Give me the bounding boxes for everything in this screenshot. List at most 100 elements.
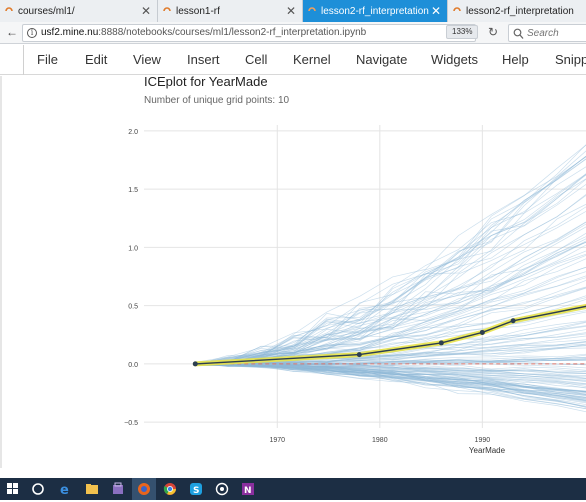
info-icon[interactable]: i [27,28,37,38]
menu-divider [23,45,24,75]
svg-text:S: S [193,486,199,496]
file-explorer-icon[interactable] [84,481,100,497]
chrome-icon[interactable] [162,481,178,497]
ice-curve [195,363,586,408]
close-icon[interactable]: ✕ [430,4,441,18]
menu-file[interactable]: File [37,52,58,67]
y-tick-label: 0.0 [128,362,138,369]
ice-curve [195,223,586,364]
x-tick-label: 1970 [269,437,285,444]
cortana-icon[interactable] [30,481,46,497]
ice-curve [195,364,586,381]
zoom-level-badge[interactable]: 133% [446,25,479,39]
ice-curve [195,203,586,365]
x-axis-label: YearMade [469,446,506,455]
ice-curve [195,342,586,364]
back-arrow-icon[interactable]: ← [6,25,18,39]
ice-curve [195,221,586,364]
tab-lesson2[interactable]: lesson2-rf_interpretation [448,0,586,22]
ice-curve [195,362,586,397]
menu-kernel[interactable]: Kernel [293,52,331,67]
ice-curve [195,364,586,392]
ice-curve [195,345,586,365]
ice-curve [195,358,586,366]
ice-curve [195,361,586,366]
jupyter-spinner-icon [162,6,172,16]
tab-label: lesson2-rf_interpretation [466,5,574,17]
ice-curve [195,193,586,363]
tab-lesson1[interactable]: lesson1-rf ✕ [158,0,303,22]
ice-curve [195,362,586,407]
browser-tab-strip: courses/ml1/ ✕ lesson1-rf ✕ lesson2-rf_i… [0,0,586,22]
ice-curve [195,173,586,364]
ice-curve [195,232,586,364]
url-field[interactable]: i usf2.mine.nu:8888/notebooks/courses/ml… [22,24,476,42]
plot-subtitle: Number of unique grid points: 10 [144,95,290,106]
average-point [192,361,198,367]
average-line-layer [192,303,586,367]
menu-insert[interactable]: Insert [187,52,220,67]
ice-curve [195,362,586,379]
search-icon [513,27,524,45]
reload-icon[interactable]: ↻ [488,25,499,39]
ice-curve [195,174,586,364]
ice-curve [195,362,586,394]
tab-label: lesson2-rf_interpretation [321,5,429,17]
store-icon[interactable] [110,481,126,497]
ice-curve [195,174,586,364]
average-point [356,352,362,358]
ice-curve [195,241,586,364]
ice-curve [195,150,586,365]
ice-curve [195,363,586,379]
menu-widgets[interactable]: Widgets [431,52,478,67]
jupyter-spinner-icon [452,6,462,16]
ice-curve [195,364,586,388]
search-input[interactable] [527,26,586,40]
close-icon[interactable]: ✕ [285,4,296,18]
menu-view[interactable]: View [133,52,161,67]
app-icon[interactable] [214,481,230,497]
menu-snippets[interactable]: Snipp [555,52,586,67]
ice-curve [195,364,586,410]
windows-start-icon[interactable] [5,481,21,497]
ice-curve [195,253,586,365]
x-tick-label: 1990 [475,437,491,444]
edge-icon[interactable]: e [58,481,74,498]
onenote-icon[interactable]: N [240,481,256,497]
ice-curve [195,365,586,405]
skype-icon[interactable]: S [188,481,204,497]
ice-curve [195,155,586,366]
svg-text:N: N [244,486,252,496]
ice-curve [195,363,586,401]
url-text: usf2.mine.nu:8888/notebooks/courses/ml1/… [41,27,366,38]
cell-border [0,76,2,468]
ice-curve [195,363,586,379]
ice-curve [195,364,586,396]
average-point [479,329,485,335]
ice-curve [195,364,586,398]
search-box[interactable] [508,24,586,42]
ice-curve [195,362,586,392]
jupyter-spinner-icon [307,6,317,16]
ice-curve [195,364,586,378]
ice-curve [195,226,586,366]
ice-curve [195,158,586,364]
ice-curve [195,361,586,401]
ice-curve [195,362,586,385]
menu-edit[interactable]: Edit [85,52,108,67]
firefox-icon[interactable] [136,481,152,497]
tab-courses[interactable]: courses/ml1/ ✕ [0,0,158,22]
ice-curve [195,362,586,399]
ice-curve [195,258,586,363]
menu-help[interactable]: Help [502,52,529,67]
tab-lesson2-active[interactable]: lesson2-rf_interpretation ✕ [303,0,448,22]
close-icon[interactable]: ✕ [140,4,151,18]
address-bar: ← i usf2.mine.nu:8888/notebooks/courses/… [0,22,586,44]
ice-curve [195,363,586,387]
menu-cell[interactable]: Cell [245,52,268,67]
menu-navigate[interactable]: Navigate [356,52,408,67]
ice-curve [195,155,586,366]
ice-curve [195,364,586,396]
ice-curve [195,364,586,393]
y-tick-label: 2.0 [128,129,138,136]
